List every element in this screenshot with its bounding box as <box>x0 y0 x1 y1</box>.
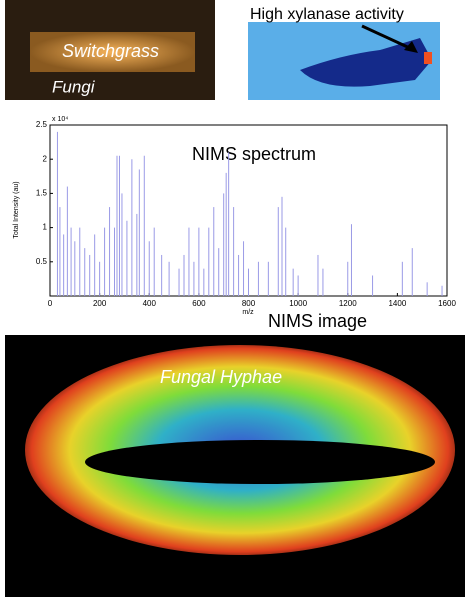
x-tick-label: 400 <box>143 299 157 308</box>
x-tick-label: 0 <box>48 299 53 308</box>
y-axis-label: Total Intensity (au) <box>13 181 20 238</box>
organism-label: Fungi <box>52 77 96 96</box>
x-tick-label: 600 <box>192 299 206 308</box>
sample-label: Switchgrass <box>62 41 159 61</box>
y-tick-label: 1 <box>43 223 48 232</box>
stain-caption: High xylanase activity <box>250 6 404 23</box>
stem-void <box>85 440 435 484</box>
stain-region <box>300 38 432 87</box>
x-tick-label: 200 <box>93 299 107 308</box>
arrow-head <box>404 41 418 53</box>
y-multiplier: x 10⁴ <box>52 116 68 123</box>
x-tick-label: 1000 <box>289 299 307 308</box>
x-tick-label: 1600 <box>438 299 456 308</box>
y-tick-label: 2.5 <box>36 120 48 129</box>
x-tick-label: 1200 <box>339 299 357 308</box>
image-title: NIMS image <box>268 311 367 331</box>
chart-title: NIMS spectrum <box>192 144 316 164</box>
grass-strip <box>30 32 195 72</box>
x-axis-label: m/z <box>242 309 254 316</box>
x-tick-label: 1400 <box>388 299 406 308</box>
x-tick-label: 800 <box>242 299 256 308</box>
y-tick-label: 2 <box>43 154 48 163</box>
spectrum-chart: NIMS spectrum m/z Total Intensity (au) x… <box>13 116 457 316</box>
image-label: Fungal Hyphae <box>160 367 282 387</box>
y-tick-label: 1.5 <box>36 189 48 198</box>
y-tick-label: 0.5 <box>36 257 48 266</box>
arrow <box>361 24 415 52</box>
stain-hotspot <box>424 52 432 64</box>
